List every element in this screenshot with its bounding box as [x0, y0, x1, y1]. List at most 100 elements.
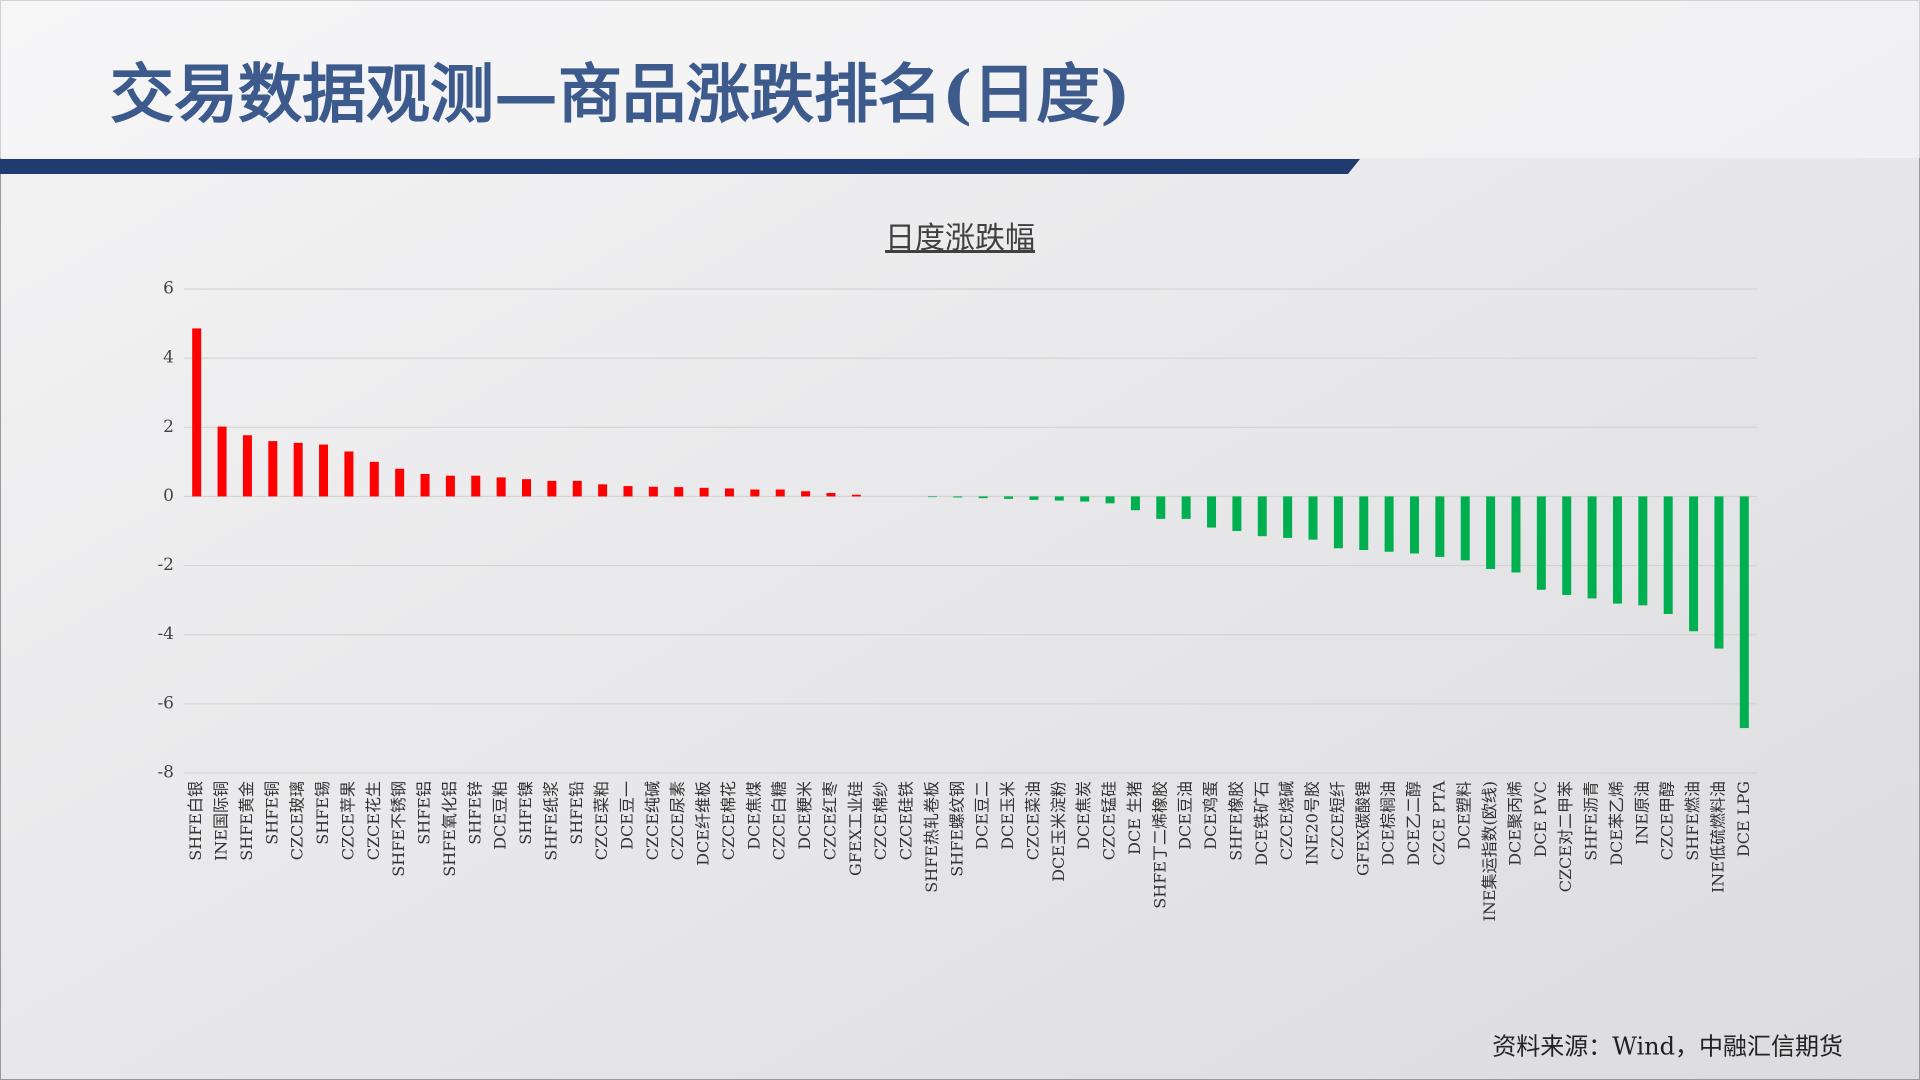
bar: [1587, 496, 1597, 599]
title-rule: [0, 159, 1360, 174]
x-tick-label: SHFE锡: [313, 781, 332, 845]
x-tick-label: INE国际铜: [212, 781, 231, 861]
x-tick-label: CZCE短纤: [1328, 781, 1347, 860]
x-tick-label: SHFE铜: [262, 781, 281, 845]
x-tick-label: GFEX碳酸锂: [1353, 781, 1372, 876]
bar: [1308, 496, 1318, 540]
x-tick-label: DCE焦煤: [744, 781, 763, 850]
bar: [699, 487, 709, 497]
x-tick-label: CZCE纯碱: [643, 781, 662, 860]
chart-title: 日度涨跌幅: [885, 221, 1035, 256]
bar: [623, 486, 633, 497]
x-tick-label: DCE豆一: [617, 781, 636, 850]
bar: [1536, 496, 1546, 590]
bar: [1384, 496, 1394, 552]
bar: [1054, 496, 1064, 501]
bar: [547, 480, 557, 497]
x-tick-label: DCE聚丙烯: [1505, 781, 1524, 866]
x-tick-label: CZCE PTA: [1429, 781, 1448, 866]
bar: [851, 494, 861, 497]
x-tick-label: CZCE花生: [364, 781, 383, 860]
x-tick-label: DCE塑料: [1455, 781, 1474, 850]
bar: [1562, 496, 1572, 595]
bar: [1714, 496, 1724, 649]
x-tick-label: SHFE黄金: [237, 781, 256, 861]
x-tick-label: DCE苯乙烯: [1607, 781, 1626, 866]
y-tick-label: 0: [163, 486, 174, 506]
x-tick-label: CZCE烧碱: [1277, 781, 1296, 860]
bar: [775, 489, 785, 497]
bar: [369, 461, 379, 497]
bar: [978, 496, 988, 499]
y-tick-label: -4: [157, 624, 174, 644]
x-tick-label: DCE玉米淀粉: [1049, 781, 1068, 882]
bar: [496, 477, 506, 497]
x-tick-label: DCE豆油: [1176, 781, 1195, 850]
bar: [724, 488, 734, 497]
bar: [674, 487, 684, 497]
bar: [1257, 496, 1267, 537]
bar: [1511, 496, 1521, 573]
bar: [1663, 496, 1673, 614]
x-tick-label: SHFE橡胶: [1226, 781, 1245, 861]
bar: [1105, 496, 1115, 504]
bar: [1689, 496, 1699, 632]
x-tick-label: SHFE白银: [186, 781, 205, 861]
x-tick-label: SHFE镍: [516, 781, 535, 845]
x-tick-label: CZCE尿素: [668, 781, 687, 860]
bar: [648, 486, 658, 497]
header-band: [0, 0, 1920, 158]
bar: [1435, 496, 1445, 557]
y-tick-label: -6: [157, 693, 174, 713]
bar: [953, 496, 963, 498]
bar: [1004, 496, 1014, 499]
x-tick-label: CZCE棉花: [719, 781, 738, 860]
bar: [1181, 496, 1191, 519]
x-tick-label: DCE铁矿石: [1252, 781, 1271, 866]
x-tick-label: SHFE不锈钢: [389, 781, 408, 877]
y-tick-label: 6: [163, 279, 174, 299]
bar: [826, 492, 836, 497]
x-tick-label: DCE LPG: [1734, 781, 1753, 857]
bar: [1080, 496, 1090, 502]
x-tick-label: INE20号胶: [1303, 781, 1322, 865]
x-tick-label: CZCE白糖: [770, 781, 789, 860]
bar: [242, 435, 252, 497]
bar: [1283, 496, 1293, 538]
x-tick-label: DCE 生猪: [1125, 781, 1144, 855]
x-tick-label: DCE棕榈油: [1379, 781, 1398, 866]
x-tick-label: DCE乙二醇: [1404, 781, 1423, 866]
bar: [1460, 496, 1470, 561]
x-tick-label: SHFE纸浆: [541, 781, 560, 861]
x-tick-label: CZCE锰硅: [1100, 781, 1119, 860]
bar: [1486, 496, 1496, 570]
x-tick-label: SHFE热轧卷板: [922, 781, 941, 893]
y-tick-label: 2: [163, 417, 174, 437]
x-tick-label: GFEX工业硅: [846, 781, 865, 876]
x-tick-label: INE低硫燃料油: [1708, 781, 1727, 893]
bar: [1333, 496, 1343, 549]
bar: [522, 479, 532, 497]
x-tick-label: SHFE燃油: [1683, 781, 1702, 861]
bar: [1359, 496, 1369, 551]
bar: [598, 484, 608, 497]
y-tick-label: -8: [157, 763, 174, 783]
bar: [572, 480, 582, 497]
source: 资料来源：Wind，中融汇信期货: [1492, 1033, 1843, 1061]
x-tick-label: DCE豆二: [973, 781, 992, 850]
x-tick-label: CZCE菜油: [1023, 781, 1042, 860]
bar: [1029, 496, 1039, 500]
bar: [344, 451, 354, 497]
bar: [750, 489, 760, 497]
x-tick-label: CZCE红枣: [820, 781, 839, 860]
y-tick-label: -2: [157, 555, 174, 575]
bar: [217, 426, 227, 497]
x-tick-label: INE原油: [1632, 781, 1651, 845]
x-tick-label: CZCE甲醇: [1658, 781, 1677, 860]
bar: [1739, 496, 1749, 729]
bar: [801, 491, 811, 497]
x-tick-label: INE集运指数(欧线): [1480, 781, 1499, 922]
x-tick-label: DCE豆粕: [491, 781, 510, 850]
